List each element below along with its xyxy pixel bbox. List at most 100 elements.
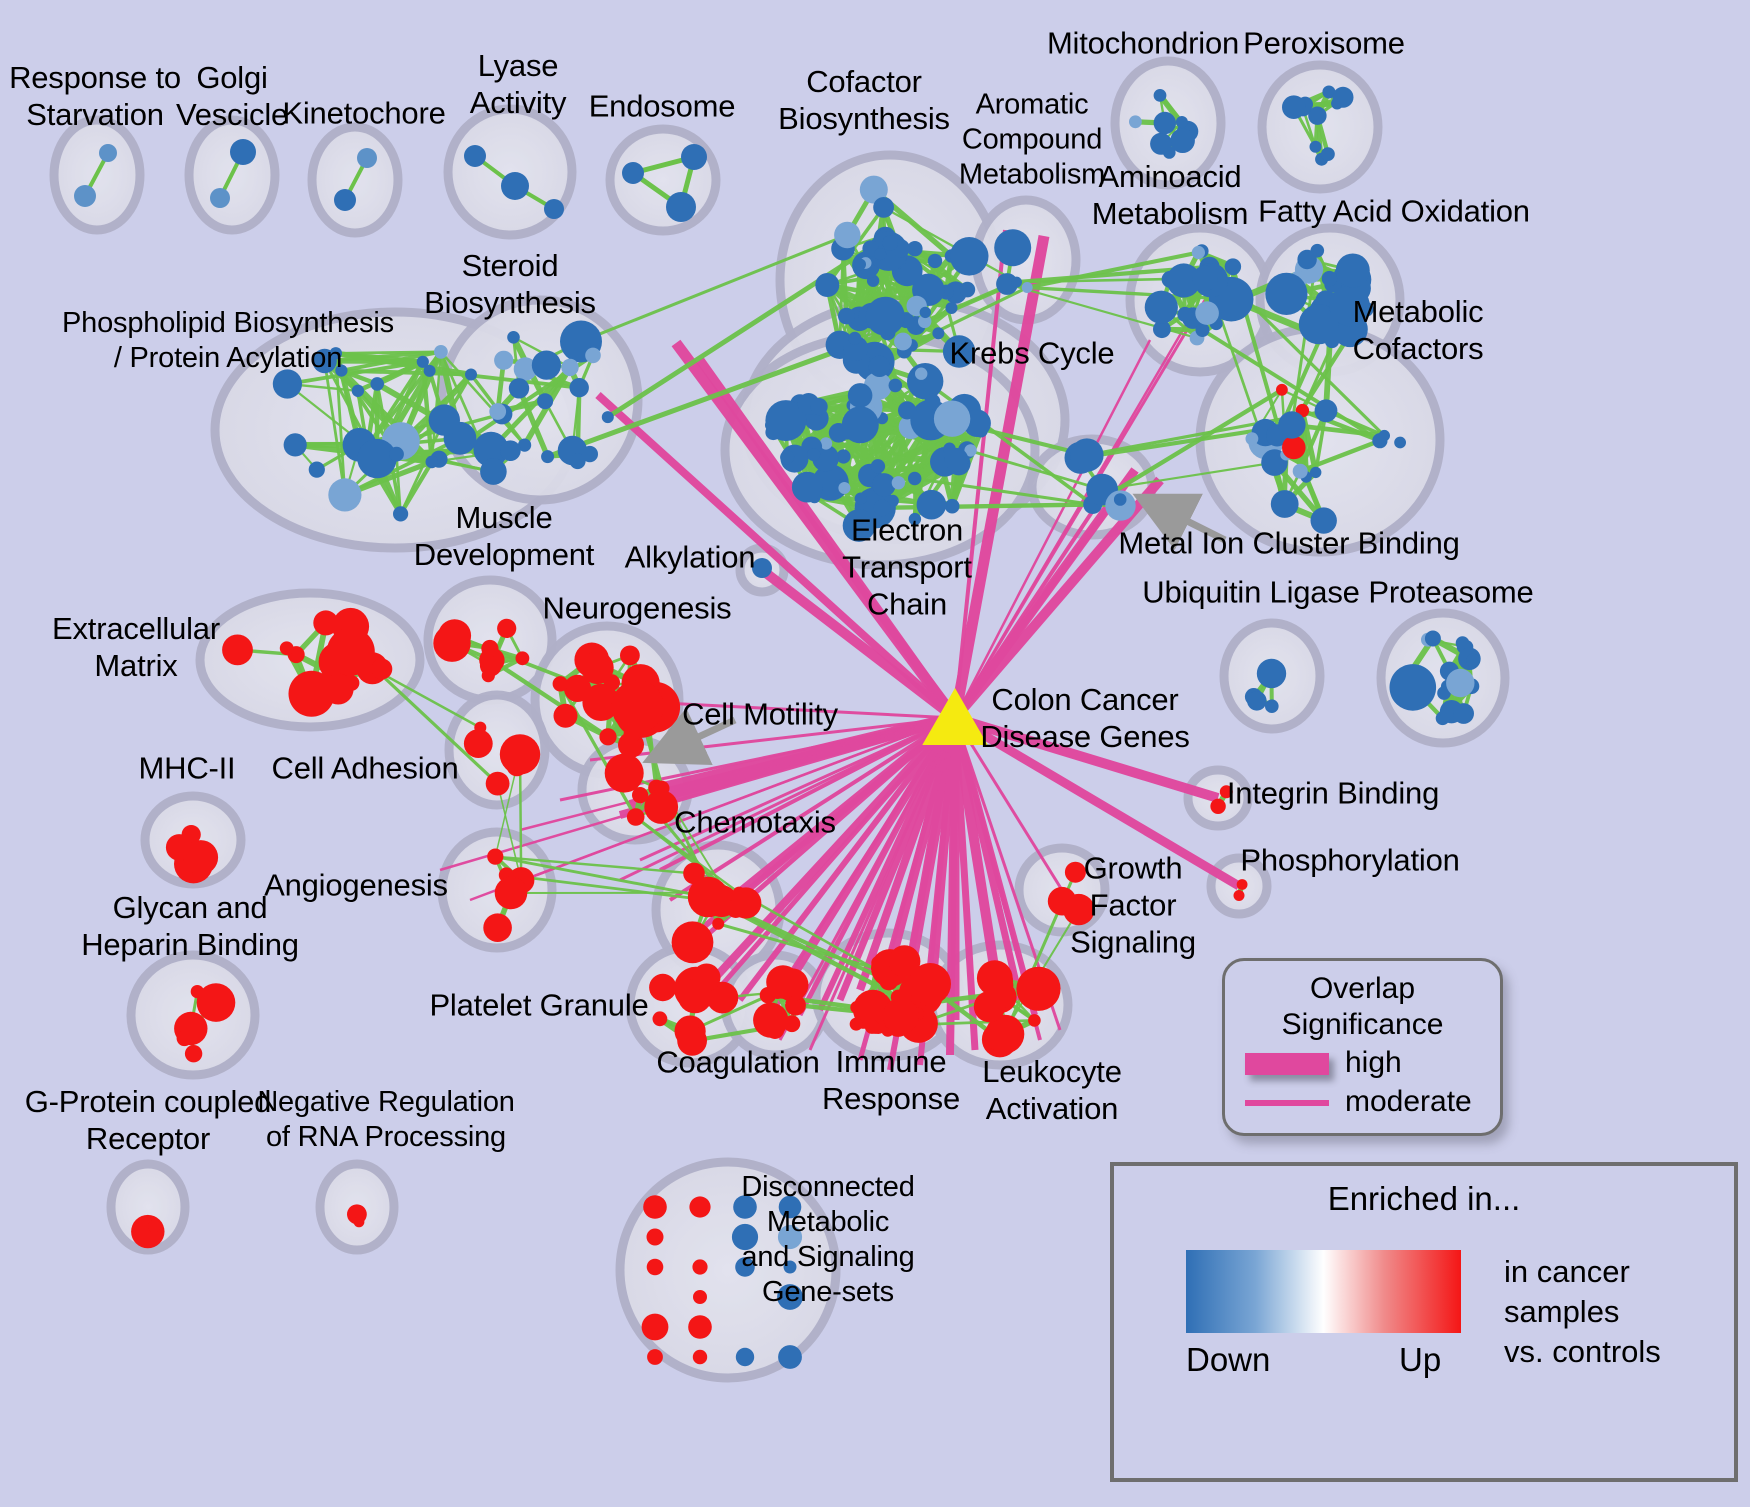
overlap-bridge-edge: [493, 855, 710, 899]
gene-set-node: [561, 358, 579, 377]
gene-set-node: [473, 431, 509, 467]
overlap-edge: [395, 452, 402, 516]
gene-set-node: [626, 808, 645, 826]
cluster-halo-g-protein-coupled-receptor[interactable]: [106, 1159, 190, 1255]
gene-set-node: [1335, 253, 1370, 288]
gene-set-node: [1070, 438, 1104, 472]
gene-set-node: [1282, 95, 1306, 119]
gene-set-node: [308, 461, 325, 478]
significance-edge-moderate: [668, 716, 957, 902]
cluster-halo-disconnected-gene-sets[interactable]: [615, 1157, 841, 1383]
gene-set-nodes: [74, 85, 1481, 1369]
significance-edge-high: [696, 357, 959, 721]
gene-set-node: [933, 400, 971, 437]
gene-set-node: [671, 921, 714, 964]
gene-set-node: [416, 355, 429, 368]
gene-set-node: [283, 433, 307, 457]
gene-set-node: [1308, 106, 1327, 125]
gene-set-node: [230, 139, 256, 165]
gene-set-node: [581, 445, 598, 463]
gene-set-node: [783, 1015, 801, 1033]
overlap-bridge-edge: [494, 765, 518, 858]
gene-set-node: [838, 482, 851, 494]
gene-set-node: [791, 471, 823, 503]
gene-set-node: [989, 973, 1014, 998]
gene-set-node: [1021, 282, 1033, 293]
gene-set-node: [854, 492, 867, 505]
gene-set-node: [326, 627, 375, 676]
overlap-bridge-edge: [1101, 461, 1276, 491]
gene-set-node: [649, 973, 677, 1002]
gene-set-node: [74, 185, 96, 207]
gene-set-node: [1153, 320, 1171, 339]
gene-set-node: [1129, 115, 1142, 129]
gene-set-node: [507, 331, 520, 344]
overlap-bridge-edge: [605, 235, 888, 420]
gene-set-node: [425, 455, 439, 469]
gene-set-node: [148, 1219, 161, 1233]
gene-set-node: [908, 471, 922, 486]
gene-set-node: [994, 229, 1032, 267]
gene-set-node: [836, 449, 851, 464]
gene-set-node: [1144, 290, 1178, 324]
gene-set-node: [726, 899, 746, 918]
gene-set-node: [222, 634, 253, 666]
gene-set-node: [854, 258, 866, 271]
gene-set-node: [1292, 463, 1308, 479]
gene-set-node: [843, 335, 869, 361]
gene-set-node: [494, 350, 514, 370]
gene-set-node: [807, 448, 821, 462]
gene-set-node: [842, 509, 876, 542]
gene-set-node: [423, 364, 436, 377]
gene-set-node: [882, 997, 919, 1034]
enrichment-down-label: Down: [1186, 1341, 1271, 1378]
gene-set-node: [882, 235, 898, 251]
cell-motility-arrow-icon: [642, 707, 737, 766]
gene-set-node: [964, 444, 977, 457]
gene-set-node: [1175, 116, 1188, 128]
gene-set-node: [1278, 411, 1306, 439]
gene-set-node: [1310, 507, 1337, 534]
disconnected-gene-set-node: [692, 1259, 708, 1275]
gene-set-node: [864, 1019, 880, 1034]
disconnected-gene-set-node: [733, 1195, 757, 1219]
gene-set-node: [959, 281, 976, 298]
gene-set-node: [1446, 668, 1475, 698]
gene-set-node: [1016, 966, 1061, 1011]
overlap-bridge-edge: [494, 855, 696, 875]
gene-set-node: [518, 438, 532, 452]
gene-set-node: [712, 917, 725, 930]
gene-set-node: [819, 437, 833, 450]
gene-set-node: [1233, 890, 1245, 901]
gene-set-node: [1245, 432, 1259, 446]
gene-set-node: [1297, 249, 1317, 270]
gene-set-node: [494, 876, 528, 910]
gene-set-node: [313, 610, 339, 636]
gene-set-node: [279, 641, 294, 656]
gene-set-node: [601, 411, 614, 424]
gene-set-node: [916, 489, 947, 520]
gene-set-node: [1389, 664, 1437, 711]
gene-set-node: [464, 145, 486, 167]
gene-set-node: [1226, 261, 1241, 276]
gene-set-node: [815, 273, 840, 297]
gene-set-node: [780, 450, 795, 465]
significance-edge-high: [949, 235, 1050, 719]
gene-set-node: [1195, 323, 1210, 337]
gene-set-node: [1310, 466, 1322, 479]
significance-edge-moderate: [953, 317, 1192, 719]
gene-set-node: [552, 676, 568, 692]
gene-set-node: [1394, 436, 1406, 449]
disconnected-gene-set-node: [641, 1313, 669, 1341]
gene-set-node: [766, 965, 800, 999]
gene-set-node: [585, 347, 601, 364]
gene-set-node: [847, 383, 873, 408]
disconnected-gene-set-node: [692, 1349, 708, 1365]
gene-set-node: [611, 680, 664, 733]
gene-set-node: [1329, 285, 1370, 327]
gene-set-node: [765, 400, 807, 442]
gene-set-node: [531, 350, 562, 380]
hub-node-colon-cancer-disease-genes[interactable]: [922, 687, 988, 745]
enrichment-up-label: Up: [1399, 1341, 1442, 1378]
